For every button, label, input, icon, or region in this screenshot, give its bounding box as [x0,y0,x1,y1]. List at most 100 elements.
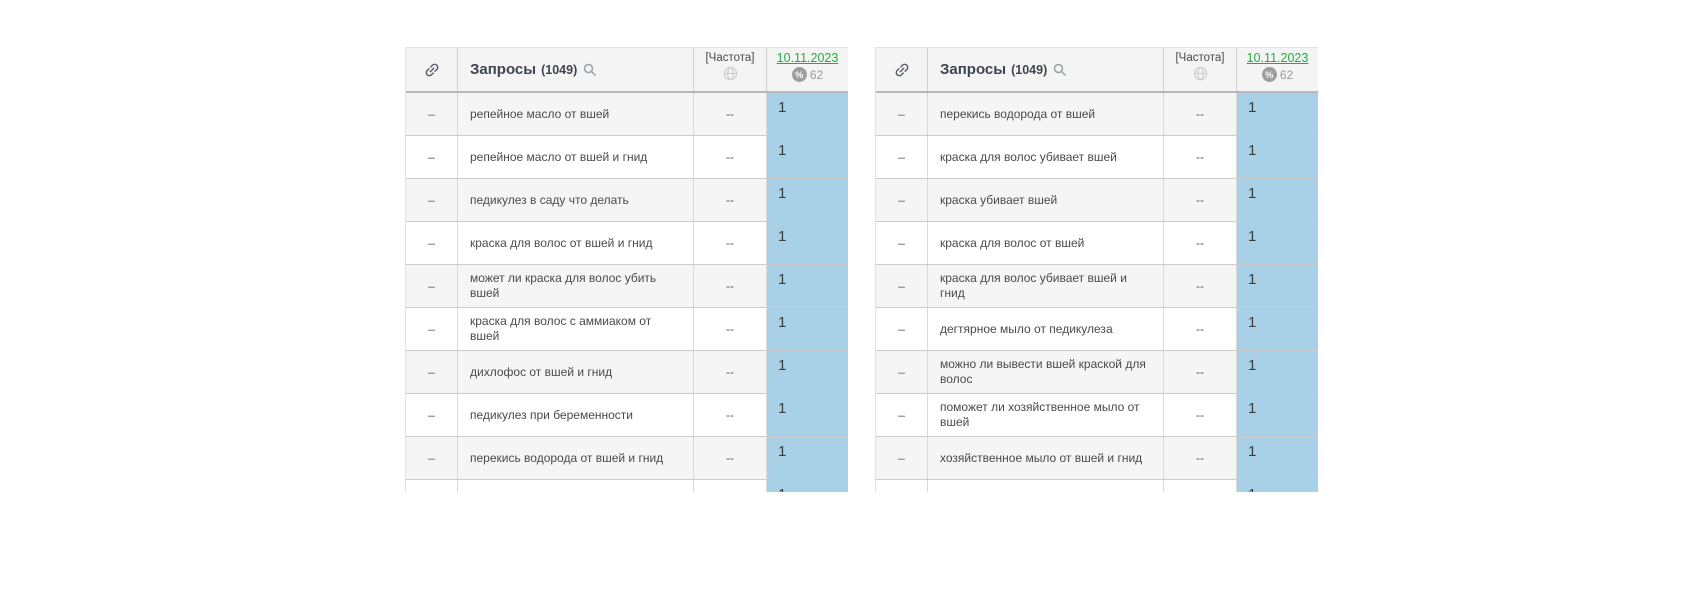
table-row: – педикулез при беременности -- 1 [406,394,848,437]
table-header: Запросы (1049) [Частота] 10.11.2023 % 62 [876,48,1318,93]
frequency-cell: -- [1164,222,1237,264]
query-cell: краска для волос с аммиаком от вшей [458,308,694,350]
frequency-cell: -- [1164,265,1237,307]
link-column-header[interactable] [876,48,928,91]
date-link[interactable]: 10.11.2023 [776,51,839,65]
table-row: – вывести вшей перекисью 1 [406,480,848,492]
query-cell: поможет ли хозяйственное мыло от вшей [928,394,1164,436]
value-cell: 1 [1237,179,1318,221]
link-column-header[interactable] [406,48,458,91]
query-cell: краска для волос убивает вшей и гнид [928,265,1164,307]
query-cell: перекись водорода от вшей и гнид [458,437,694,479]
value-cell: 1 [767,265,848,307]
drag-handle: – [876,308,928,350]
frequency-cell: -- [1164,308,1237,350]
queries-column-header: Запросы (1049) [458,48,694,91]
drag-handle: – [406,265,458,307]
frequency-column-header[interactable]: [Частота] [1164,48,1237,91]
percent-value: 62 [809,67,824,82]
table-row: – перекись водорода от вшей и гнид -- 1 [406,437,848,480]
frequency-cell: -- [694,136,767,178]
globe-icon [1193,66,1208,81]
table-row: – репейное масло от вшей -- 1 [406,93,848,136]
queries-table-1: Запросы (1049) [Частота] 10.11.2023 % 62… [405,47,848,492]
value-cell: 1 [767,437,848,479]
queries-title: Запросы [940,61,1007,78]
value-cell: 1 [1237,265,1318,307]
value-cell: 1 [1237,222,1318,264]
queries-count: (1049) [541,62,578,77]
frequency-cell: -- [694,394,767,436]
query-cell: педикулез в саду что делать [458,179,694,221]
drag-handle: – [876,351,928,393]
queries-title: Запросы [470,61,537,78]
date-column-header: 10.11.2023 % 62 [1237,48,1318,91]
drag-handle: – [406,93,458,135]
frequency-cell: -- [694,308,767,350]
table-row: – краска для волос с аммиаком от вшей --… [406,308,848,351]
drag-handle: – [406,136,458,178]
query-cell: можно ли вывести вшей краской для волос [928,351,1164,393]
query-cell: хозяйственное мыло от вшей и гнид [928,437,1164,479]
value-cell: 1 [767,351,848,393]
table-row: – краска для волос убивает вшей -- 1 [876,136,1318,179]
frequency-cell: -- [1164,437,1237,479]
queries-count: (1049) [1011,62,1048,77]
frequency-cell: -- [694,265,767,307]
table-row: – краска для волос от вшей и гнид -- 1 [406,222,848,265]
queries-column-header: Запросы (1049) [928,48,1164,91]
value-cell: 1 [1237,394,1318,436]
query-cell: дегтярное мыло от педикулеза [928,308,1164,350]
date-column-header: 10.11.2023 % 62 [767,48,848,91]
table-row: – поможет ли хозяйственное мыло от вшей … [876,394,1318,437]
search-icon[interactable] [583,63,597,77]
drag-handle: – [406,179,458,221]
drag-handle: – [876,222,928,264]
drag-handle: – [406,308,458,350]
date-link[interactable]: 10.11.2023 [1246,51,1309,65]
frequency-cell [1164,480,1237,492]
percent-badge-icon: % [1261,67,1277,82]
drag-handle: – [406,351,458,393]
table-row: – вши при беременности 1 [876,480,1318,492]
value-cell: 1 [767,394,848,436]
query-cell: краска убивает вшей [928,179,1164,221]
frequency-label: [Частота] [1175,52,1225,64]
frequency-cell: -- [694,437,767,479]
value-cell: 1 [1237,351,1318,393]
frequency-cell: -- [694,93,767,135]
percent-value: 62 [1279,67,1294,82]
table-row: – краска убивает вшей -- 1 [876,179,1318,222]
frequency-cell: -- [1164,136,1237,178]
query-cell: педикулез при беременности [458,394,694,436]
queries-table-2: Запросы (1049) [Частота] 10.11.2023 % 62… [875,47,1318,492]
value-cell: 1 [767,480,848,492]
frequency-cell: -- [694,222,767,264]
drag-handle: – [406,480,458,492]
table-row: – перекись водорода от вшей -- 1 [876,93,1318,136]
query-cell: вывести вшей перекисью [458,480,694,492]
query-cell: краска для волос от вшей и гнид [458,222,694,264]
drag-handle: – [876,265,928,307]
value-cell: 1 [767,93,848,135]
table-row: – краска для волос от вшей -- 1 [876,222,1318,265]
table-row: – краска для волос убивает вшей и гнид -… [876,265,1318,308]
query-cell: репейное масло от вшей и гнид [458,136,694,178]
frequency-column-header[interactable]: [Частота] [694,48,767,91]
percent-badge-icon: % [791,67,807,82]
value-cell: 1 [1237,480,1318,492]
value-cell: 1 [1237,308,1318,350]
table-row: – можно ли вывести вшей краской для воло… [876,351,1318,394]
drag-handle: – [876,136,928,178]
drag-handle: – [406,394,458,436]
frequency-cell: -- [1164,179,1237,221]
query-cell: краска для волос от вшей [928,222,1164,264]
percent-row: % 62 [791,67,824,82]
table-row: – репейное масло от вшей и гнид -- 1 [406,136,848,179]
percent-row: % 62 [1261,67,1294,82]
table-row: – может ли краска для волос убить вшей -… [406,265,848,308]
search-icon[interactable] [1053,63,1067,77]
frequency-cell: -- [694,351,767,393]
value-cell: 1 [1237,93,1318,135]
query-cell: может ли краска для волос убить вшей [458,265,694,307]
